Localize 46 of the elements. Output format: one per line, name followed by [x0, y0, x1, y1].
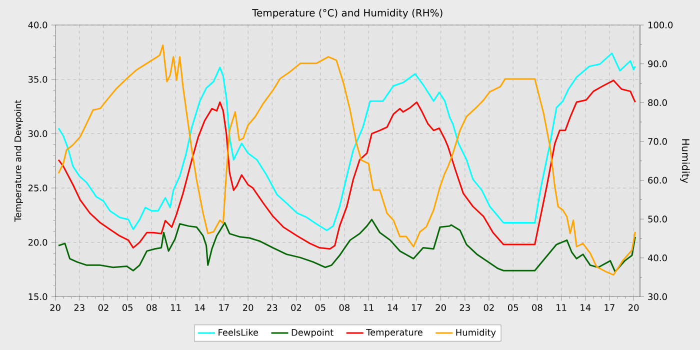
y-tick-label: 40.0 [28, 22, 48, 28]
y2-axis-title: Humidity [680, 139, 690, 184]
x-tick-label: 20 [436, 304, 446, 311]
x-tick-label: 05 [508, 304, 518, 311]
x-tick-label: 02 [484, 304, 494, 311]
y-axis-title: Temperature and Dewpoint [14, 100, 23, 222]
x-tick-label: 08 [146, 304, 157, 311]
x-tick-label: 17 [412, 304, 422, 311]
legend-label: Dewpoint [292, 328, 334, 338]
y-tick-label: 25.0 [28, 184, 48, 192]
x-tick-label: 05 [315, 304, 326, 311]
x-tick-label: 20 [628, 304, 639, 311]
x-tick-label: 05 [122, 304, 133, 311]
x-tick-label: 14 [388, 304, 398, 311]
x-tick-label: 02 [98, 304, 108, 311]
x-tick-label: 23 [74, 304, 84, 311]
y2-tick-label: 90.0 [648, 60, 667, 68]
y2-tick-label: 60.0 [648, 176, 667, 184]
y2-tick-label: 40.0 [648, 254, 667, 262]
x-tick-label: 11 [364, 304, 374, 311]
x-tick-label: 20 [243, 304, 254, 311]
chart-title: Temperature (°C) and Humidity (RH%) [252, 8, 442, 19]
legend-label: Humidity [456, 328, 496, 338]
y2-tick-label: 50.0 [648, 216, 667, 222]
y-tick-label: 35.0 [28, 76, 48, 83]
x-tick-label: 17 [604, 304, 614, 311]
legend-label: FeelsLike [218, 328, 258, 336]
y-tick-label: 30.0 [28, 130, 48, 138]
x-tick-label: 23 [460, 304, 470, 311]
x-tick-label: 23 [267, 304, 278, 311]
y-tick-label: 15.0 [28, 293, 48, 300]
x-tick-label: 02 [291, 304, 302, 311]
x-tick-label: 20 [50, 304, 60, 311]
legend-label: Temperature [366, 329, 422, 338]
x-tick-label: 08 [339, 304, 350, 311]
y2-tick-label: 30.0 [648, 293, 667, 300]
x-tick-label: 11 [556, 304, 566, 311]
y-tick-label: 20.0 [28, 238, 48, 246]
y2-tick-label: 70.0 [648, 138, 667, 145]
x-tick-label: 17 [219, 304, 229, 311]
x-tick-label: 11 [171, 304, 181, 311]
y2-tick-label: 80.0 [648, 99, 667, 106]
x-tick-label: 14 [195, 304, 206, 311]
y2-tick-label: 100.0 [648, 22, 673, 28]
x-tick-label: 14 [580, 304, 591, 311]
x-tick-label: 08 [532, 304, 542, 311]
